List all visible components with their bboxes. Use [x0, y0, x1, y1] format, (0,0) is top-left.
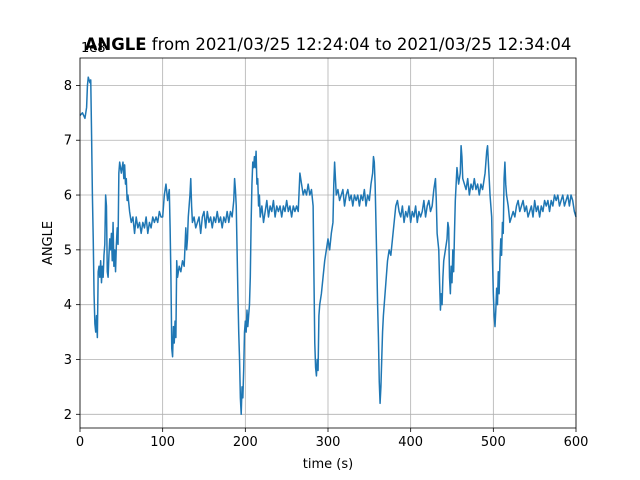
y-tick-label: 4 — [64, 298, 72, 313]
y-tick-label: 6 — [64, 189, 72, 204]
x-tick-label: 100 — [150, 435, 175, 450]
chart-title-bold: ANGLE — [85, 35, 147, 54]
y-tick-label: 3 — [64, 353, 72, 368]
x-tick-label: 400 — [398, 435, 423, 450]
x-tick-label: 600 — [564, 435, 589, 450]
plot-area — [79, 76, 577, 416]
y-tick-label: 7 — [64, 134, 72, 149]
y-tick-label: 8 — [64, 79, 72, 94]
y-axis-label: ANGLE — [41, 221, 56, 265]
grid — [79, 58, 577, 428]
chart-title-rest: from 2021/03/25 12:24:04 to 2021/03/25 1… — [147, 35, 572, 54]
x-axis-label: time (s) — [303, 457, 353, 472]
y-axis: 2 3 4 5 6 7 8 — [64, 79, 80, 423]
y-tick-label: 2 — [64, 408, 72, 423]
x-axis: 0 100 200 300 400 500 600 — [76, 428, 589, 450]
y-tick-label: 5 — [64, 243, 72, 258]
x-tick-label: 0 — [76, 435, 84, 450]
chart-title: ANGLE from 2021/03/25 12:24:04 to 2021/0… — [85, 35, 572, 54]
x-tick-label: 200 — [233, 435, 258, 450]
y-offset-label: 1e8 — [81, 41, 106, 56]
x-tick-label: 300 — [316, 435, 341, 450]
series-line — [79, 76, 577, 416]
x-tick-label: 500 — [481, 435, 506, 450]
